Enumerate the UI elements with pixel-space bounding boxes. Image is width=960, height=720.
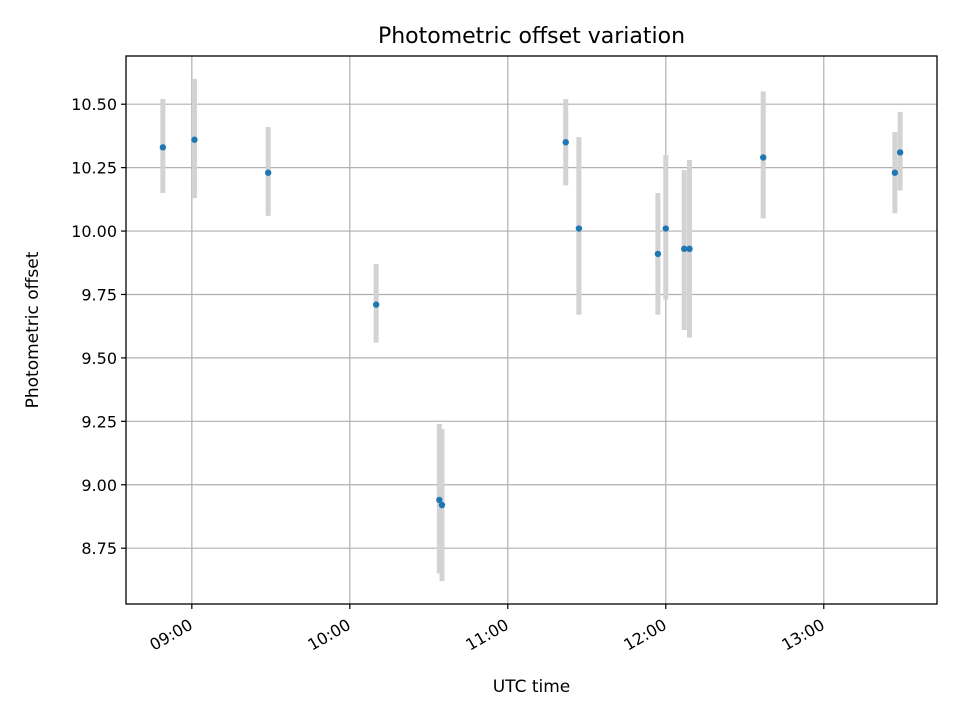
data-point	[372, 301, 380, 308]
data-point	[562, 139, 569, 146]
x-tick-label: 13:00	[778, 615, 827, 655]
y-tick-label: 10.00	[71, 222, 117, 241]
chart-title: Photometric offset variation	[378, 24, 685, 49]
y-tick-label: 9.00	[81, 476, 117, 495]
data-point	[191, 136, 198, 143]
data-point	[436, 496, 443, 504]
data-points	[159, 136, 904, 509]
data-point	[896, 149, 904, 156]
axis-ticks: 8.75 9.00 9.25 9.50 9.75 10.00 10.25 10.50 09:00…	[71, 95, 828, 654]
x-tick-label: 09:00	[146, 615, 195, 655]
x-tick-label: 12:00	[620, 615, 669, 655]
data-point	[264, 169, 272, 176]
y-tick-label: 9.75	[81, 285, 117, 304]
y-tick-label: 8.75	[81, 539, 117, 558]
data-point	[575, 225, 583, 232]
plot-frame	[125, 55, 938, 605]
grid	[126, 56, 937, 604]
data-point	[760, 154, 767, 161]
y-tick-label: 9.50	[81, 349, 117, 368]
y-tick-label: 10.50	[71, 95, 117, 114]
data-point	[891, 169, 899, 176]
data-point	[159, 144, 167, 151]
y-tick-label: 9.25	[81, 412, 117, 431]
data-point	[438, 501, 446, 509]
y-axis-label: Photometric offset	[23, 251, 43, 408]
error-bars	[160, 78, 903, 582]
y-tick-label: 10.25	[71, 159, 117, 178]
data-point	[681, 245, 688, 253]
x-tick-label: 11:00	[462, 615, 511, 655]
data-point	[662, 225, 669, 232]
data-point	[686, 245, 693, 253]
x-tick-label: 10:00	[304, 615, 353, 655]
data-point	[654, 250, 662, 258]
x-axis-label: UTC time	[493, 677, 571, 697]
